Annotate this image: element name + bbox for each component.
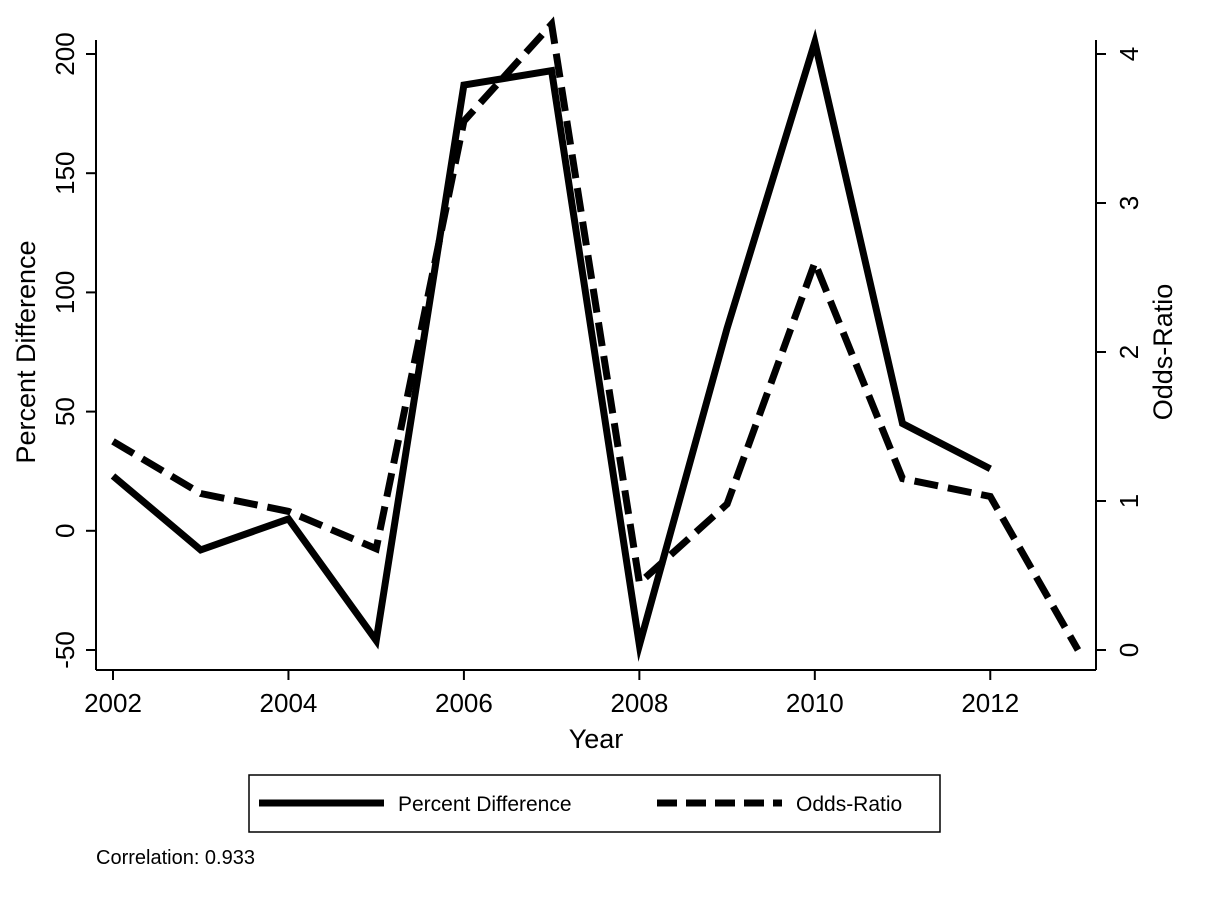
left-y-tick-label: 200 bbox=[50, 32, 80, 75]
legend: Percent Difference Odds-Ratio bbox=[248, 774, 941, 833]
right-y-tick-label: 3 bbox=[1114, 196, 1144, 210]
right-y-tick-label: 2 bbox=[1114, 345, 1144, 359]
left-y-tick-label: 0 bbox=[50, 524, 80, 538]
series-line-odds-ratio bbox=[111, 16, 1082, 652]
x-tick-label: 2002 bbox=[84, 688, 142, 718]
x-ticks: 2002 2004 2006 2008 2010 2012 bbox=[84, 670, 1019, 718]
left-y-tick-label: 150 bbox=[50, 152, 80, 195]
left-y-tick-label: 50 bbox=[50, 397, 80, 426]
right-y-tick-label: 4 bbox=[1114, 47, 1144, 61]
left-y-ticks: -50 0 50 100 150 200 bbox=[50, 32, 96, 669]
right-y-ticks: 0 1 2 3 4 bbox=[1096, 47, 1144, 657]
right-y-tick-label: 1 bbox=[1114, 494, 1144, 508]
right-y-tick-label: 0 bbox=[1114, 643, 1144, 657]
left-y-tick-label: -50 bbox=[50, 631, 80, 669]
x-tick-label: 2010 bbox=[786, 688, 844, 718]
series-layer bbox=[110, 16, 1082, 662]
right-axis-title: Odds-Ratio bbox=[1148, 284, 1178, 421]
correlation-note: Correlation: 0.933 bbox=[96, 847, 255, 869]
x-tick-label: 2004 bbox=[260, 688, 318, 718]
series-line-percent-difference bbox=[110, 28, 992, 662]
left-axis-title: Percent Difference bbox=[11, 240, 41, 463]
x-axis-title: Year bbox=[569, 724, 624, 754]
left-y-tick-label: 100 bbox=[50, 271, 80, 314]
legend-label-percent-difference: Percent Difference bbox=[398, 793, 572, 816]
x-tick-label: 2006 bbox=[435, 688, 493, 718]
legend-label-odds-ratio: Odds-Ratio bbox=[796, 793, 902, 816]
x-tick-label: 2012 bbox=[961, 688, 1019, 718]
x-tick-label: 2008 bbox=[610, 688, 668, 718]
